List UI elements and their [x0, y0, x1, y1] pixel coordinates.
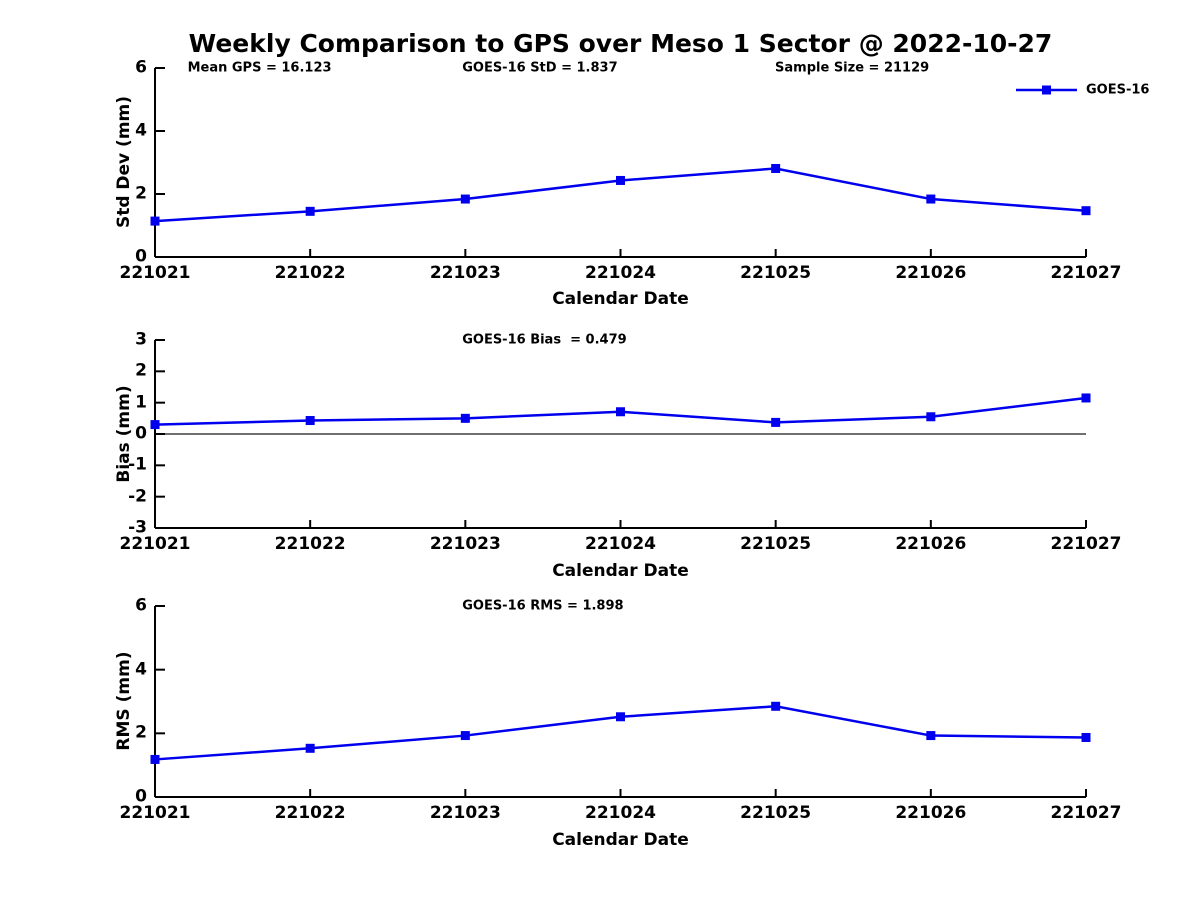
data-point-marker [1081, 206, 1091, 216]
data-point-marker [1081, 393, 1091, 403]
data-point-marker [1081, 732, 1091, 742]
data-point-marker [926, 194, 936, 204]
data-point-marker [150, 754, 160, 764]
chart-annotation: GOES-16 Bias = 0.479 [462, 332, 627, 348]
y-tick-label: 2 [135, 183, 147, 204]
data-point-marker [460, 731, 470, 741]
y-tick-label: 3 [135, 329, 147, 350]
chart-annotation: Sample Size = 21129 [775, 60, 930, 76]
y-tick-label: -1 [128, 454, 147, 475]
data-point-marker [305, 743, 315, 753]
chart-annotation: Mean GPS = 16.123 [187, 60, 332, 76]
y-tick-label: 6 [135, 57, 147, 78]
data-point-marker [771, 701, 781, 711]
data-point-marker [460, 194, 470, 204]
y-tick-label: 0 [135, 786, 147, 807]
y-axis-label-stddev: Std Dev (mm) [114, 95, 134, 229]
x-tick-label: 221023 [429, 263, 501, 283]
legend-label: GOES-16 [1086, 82, 1150, 98]
chart-annotation: GOES-16 StD = 1.837 [462, 60, 618, 76]
x-tick-label: 221026 [895, 534, 967, 554]
y-axis-label-rms: RMS (mm) [114, 651, 134, 751]
x-tick-label: 221021 [119, 803, 191, 823]
y-tick-label: 0 [135, 423, 147, 444]
x-tick-label: 221027 [1050, 803, 1122, 823]
legend-marker-icon [1042, 85, 1051, 95]
x-axis-label-calendar-date-2: Calendar Date [552, 561, 689, 581]
x-tick-label: 221023 [429, 534, 501, 554]
data-point-marker [616, 712, 625, 722]
y-tick-label: -2 [128, 486, 147, 507]
x-tick-label: 221025 [740, 263, 812, 283]
chart-annotation: GOES-16 RMS = 1.898 [462, 598, 624, 614]
x-axis-label-calendar-date-1: Calendar Date [552, 289, 689, 309]
x-tick-label: 221024 [585, 263, 656, 283]
data-point-marker [305, 416, 315, 426]
data-point-marker [150, 420, 160, 430]
y-tick-label: 4 [135, 120, 147, 141]
data-point-marker [771, 417, 781, 427]
x-tick-label: 221022 [274, 803, 346, 823]
data-point-marker [150, 216, 160, 226]
x-tick-label: 221025 [740, 534, 812, 554]
y-tick-label: 2 [135, 722, 147, 743]
y-tick-label: 2 [135, 360, 147, 381]
y-tick-label: 0 [135, 246, 147, 267]
data-point-marker [460, 413, 470, 423]
x-tick-label: 221021 [119, 534, 191, 554]
data-point-marker [771, 163, 781, 173]
x-tick-label: 221024 [585, 803, 656, 823]
x-tick-label: 221027 [1050, 263, 1122, 283]
data-point-marker [926, 731, 936, 741]
y-tick-label: 6 [135, 595, 147, 616]
x-axis-label-calendar-date-3: Calendar Date [552, 830, 689, 850]
y-tick-label: -3 [128, 517, 147, 538]
x-tick-label: 221022 [274, 534, 346, 554]
x-tick-label: 221026 [895, 263, 967, 283]
x-tick-label: 221025 [740, 803, 812, 823]
figure-title: Weekly Comparison to GPS over Meso 1 Sec… [188, 29, 1053, 58]
x-tick-label: 221022 [274, 263, 346, 283]
y-tick-label: 4 [135, 659, 147, 680]
data-point-marker [926, 412, 936, 422]
data-point-marker [616, 407, 625, 417]
x-tick-label: 221021 [119, 263, 191, 283]
y-tick-label: 1 [135, 392, 147, 413]
x-tick-label: 221027 [1050, 534, 1122, 554]
data-point-marker [305, 206, 315, 216]
data-point-marker [616, 175, 625, 185]
x-tick-label: 221026 [895, 803, 967, 823]
x-tick-label: 221024 [585, 534, 656, 554]
x-tick-label: 221023 [429, 803, 501, 823]
